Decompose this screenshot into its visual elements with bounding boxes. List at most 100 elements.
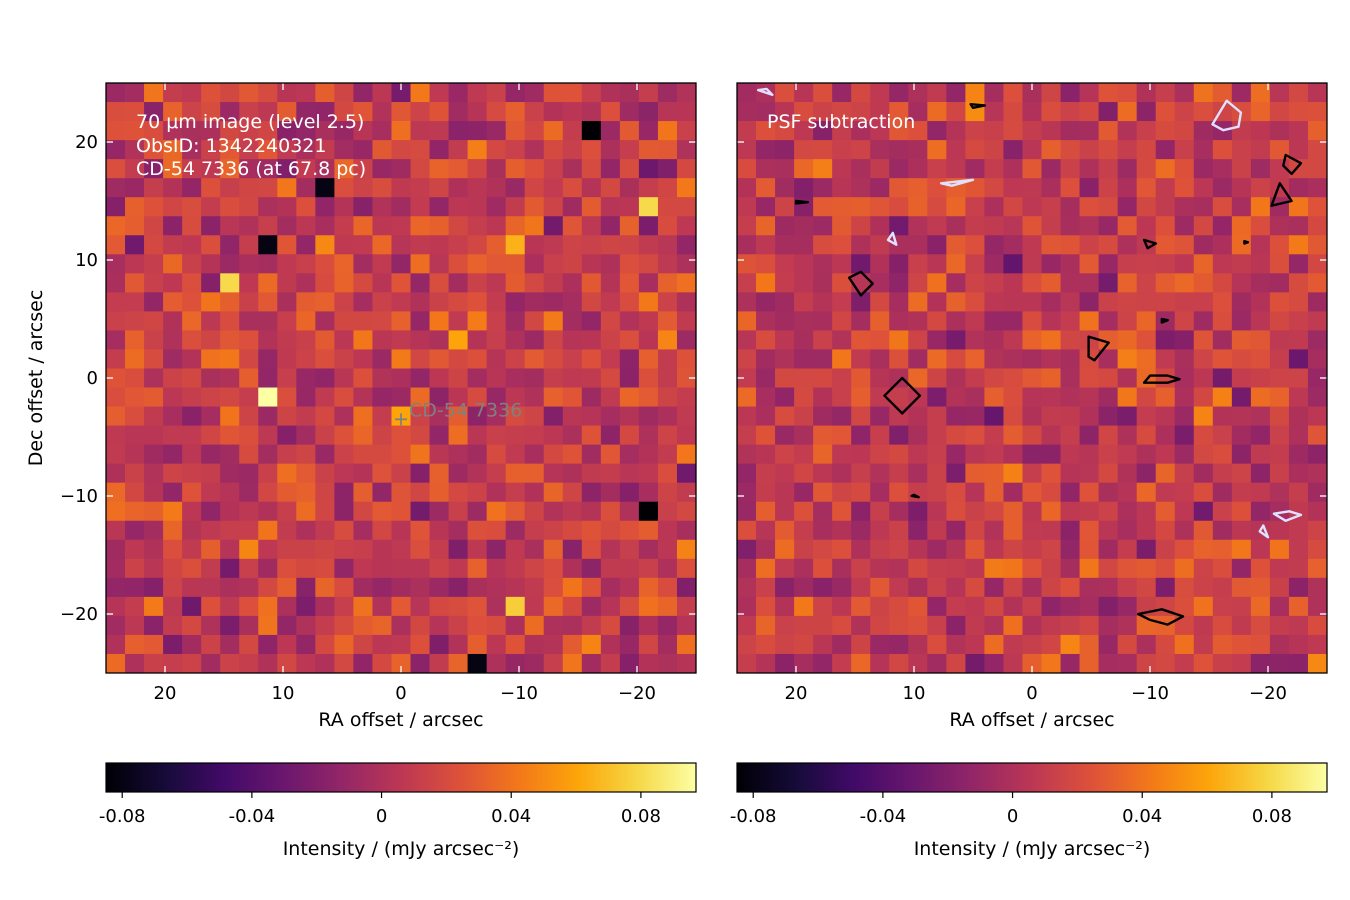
heatmap-pixel bbox=[1098, 121, 1119, 141]
heatmap-pixel bbox=[1117, 273, 1138, 293]
heatmap-pixel bbox=[1003, 387, 1023, 407]
heatmap-pixel bbox=[619, 197, 640, 217]
heatmap-pixel bbox=[391, 520, 411, 541]
heatmap-pixel bbox=[296, 653, 316, 674]
heatmap-pixel bbox=[1041, 653, 1061, 674]
heatmap-pixel bbox=[638, 520, 659, 541]
heatmap-pixel bbox=[676, 235, 697, 255]
heatmap-pixel bbox=[1155, 539, 1176, 560]
heatmap-pixel bbox=[1193, 83, 1214, 103]
heatmap-pixel bbox=[676, 463, 697, 484]
heatmap-pixel bbox=[927, 273, 947, 293]
heatmap-pixel bbox=[410, 140, 430, 160]
heatmap-pixel bbox=[1193, 444, 1214, 465]
heatmap-pixel bbox=[296, 102, 316, 122]
heatmap-pixel bbox=[1174, 653, 1195, 674]
heatmap-pixel bbox=[1174, 159, 1195, 179]
heatmap-pixel bbox=[737, 520, 757, 541]
heatmap-pixel bbox=[334, 368, 354, 388]
heatmap-pixel bbox=[775, 178, 795, 198]
x-tick-label: −20 bbox=[618, 683, 656, 704]
heatmap-pixel bbox=[638, 159, 659, 179]
heatmap-pixel bbox=[372, 254, 392, 274]
heatmap-pixel bbox=[163, 197, 183, 217]
heatmap-pixel bbox=[870, 368, 890, 388]
heatmap-pixel bbox=[1041, 235, 1061, 255]
heatmap-pixel bbox=[775, 634, 795, 655]
heatmap-pixel bbox=[600, 235, 621, 255]
heatmap-pixel bbox=[543, 349, 564, 369]
heatmap-pixel bbox=[851, 558, 871, 579]
heatmap-pixel bbox=[106, 463, 126, 484]
left-colorbar: -0.08 -0.04 0 0.04 0.08 Intensity / (mJy arc… bbox=[99, 762, 697, 860]
right-colorbar-gradient bbox=[736, 762, 1328, 793]
heatmap-pixel bbox=[1117, 349, 1138, 369]
heatmap-pixel bbox=[106, 349, 126, 369]
heatmap-pixel bbox=[201, 539, 221, 560]
heatmap-pixel bbox=[486, 634, 507, 655]
heatmap-pixel bbox=[984, 216, 1004, 236]
heatmap-pixel bbox=[372, 178, 392, 198]
target-marker bbox=[395, 413, 407, 426]
heatmap-pixel bbox=[832, 368, 852, 388]
heatmap-pixel bbox=[1155, 577, 1176, 598]
heatmap-pixel bbox=[125, 330, 145, 350]
heatmap-pixel bbox=[984, 558, 1004, 579]
heatmap-pixel bbox=[1212, 178, 1233, 198]
heatmap-pixel bbox=[486, 330, 507, 350]
heatmap-pixel bbox=[908, 178, 928, 198]
heatmap-pixel bbox=[467, 520, 488, 541]
heatmap-pixel bbox=[1117, 615, 1138, 636]
heatmap-pixel bbox=[965, 406, 985, 426]
heatmap-pixel bbox=[927, 577, 947, 598]
heatmap-pixel bbox=[984, 292, 1004, 312]
heatmap-pixel bbox=[1212, 159, 1233, 179]
heatmap-pixel bbox=[600, 501, 621, 522]
heatmap-pixel bbox=[984, 159, 1004, 179]
heatmap-pixel bbox=[1307, 197, 1328, 217]
heatmap-pixel bbox=[391, 482, 411, 503]
heatmap-pixel bbox=[1098, 520, 1119, 541]
heatmap-pixel bbox=[889, 653, 909, 674]
heatmap-pixel bbox=[1041, 615, 1061, 636]
heatmap-pixel bbox=[1041, 254, 1061, 274]
heatmap-pixel bbox=[600, 368, 621, 388]
heatmap-pixel bbox=[1155, 444, 1176, 465]
heatmap-pixel bbox=[220, 121, 240, 141]
heatmap-pixel bbox=[1250, 596, 1271, 617]
heatmap-pixel bbox=[676, 539, 697, 560]
heatmap-pixel bbox=[1136, 539, 1157, 560]
heatmap-pixel bbox=[1117, 558, 1138, 579]
heatmap-pixel bbox=[467, 254, 488, 274]
heatmap-pixel bbox=[220, 330, 240, 350]
heatmap-pixel bbox=[106, 216, 126, 236]
heatmap-pixel bbox=[737, 121, 757, 141]
heatmap-pixel bbox=[372, 501, 392, 522]
heatmap-pixel bbox=[353, 596, 373, 617]
heatmap-pixel bbox=[125, 463, 145, 484]
heatmap-pixel bbox=[619, 596, 640, 617]
heatmap-pixel bbox=[1022, 634, 1042, 655]
heatmap-pixel bbox=[448, 216, 469, 236]
heatmap-pixel bbox=[1079, 349, 1100, 369]
heatmap-pixel bbox=[581, 653, 602, 674]
heatmap-pixel bbox=[334, 463, 354, 484]
heatmap-pixel bbox=[676, 254, 697, 274]
heatmap-pixel bbox=[1079, 463, 1100, 484]
heatmap-pixel bbox=[448, 615, 469, 636]
heatmap-pixel bbox=[277, 254, 297, 274]
heatmap-pixel bbox=[600, 558, 621, 579]
heatmap-pixel bbox=[182, 425, 202, 446]
heatmap-pixel bbox=[889, 330, 909, 350]
heatmap-pixel bbox=[467, 387, 488, 407]
heatmap-pixel bbox=[1231, 653, 1252, 674]
heatmap-pixel bbox=[372, 596, 392, 617]
heatmap-pixel bbox=[1041, 539, 1061, 560]
heatmap-pixel bbox=[524, 311, 545, 331]
heatmap-pixel bbox=[486, 254, 507, 274]
heatmap-pixel bbox=[600, 83, 621, 103]
left-colorbar-label: Intensity / (mJy arcsec⁻²) bbox=[283, 838, 520, 860]
heatmap-pixel bbox=[1022, 254, 1042, 274]
heatmap-pixel bbox=[1022, 140, 1042, 160]
heatmap-pixel bbox=[106, 273, 126, 293]
